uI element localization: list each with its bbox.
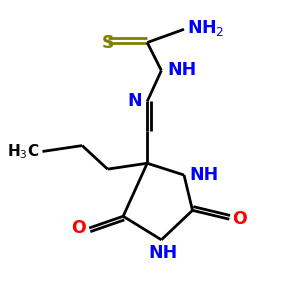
Text: NH: NH [148, 244, 177, 262]
Text: O: O [72, 219, 86, 237]
Text: S: S [101, 34, 114, 52]
Text: H$_3$C: H$_3$C [7, 142, 40, 161]
Text: O: O [232, 210, 247, 228]
Text: NH: NH [190, 166, 219, 184]
Text: N: N [127, 92, 142, 110]
Text: NH$_2$: NH$_2$ [187, 18, 224, 38]
Text: NH: NH [167, 61, 196, 80]
